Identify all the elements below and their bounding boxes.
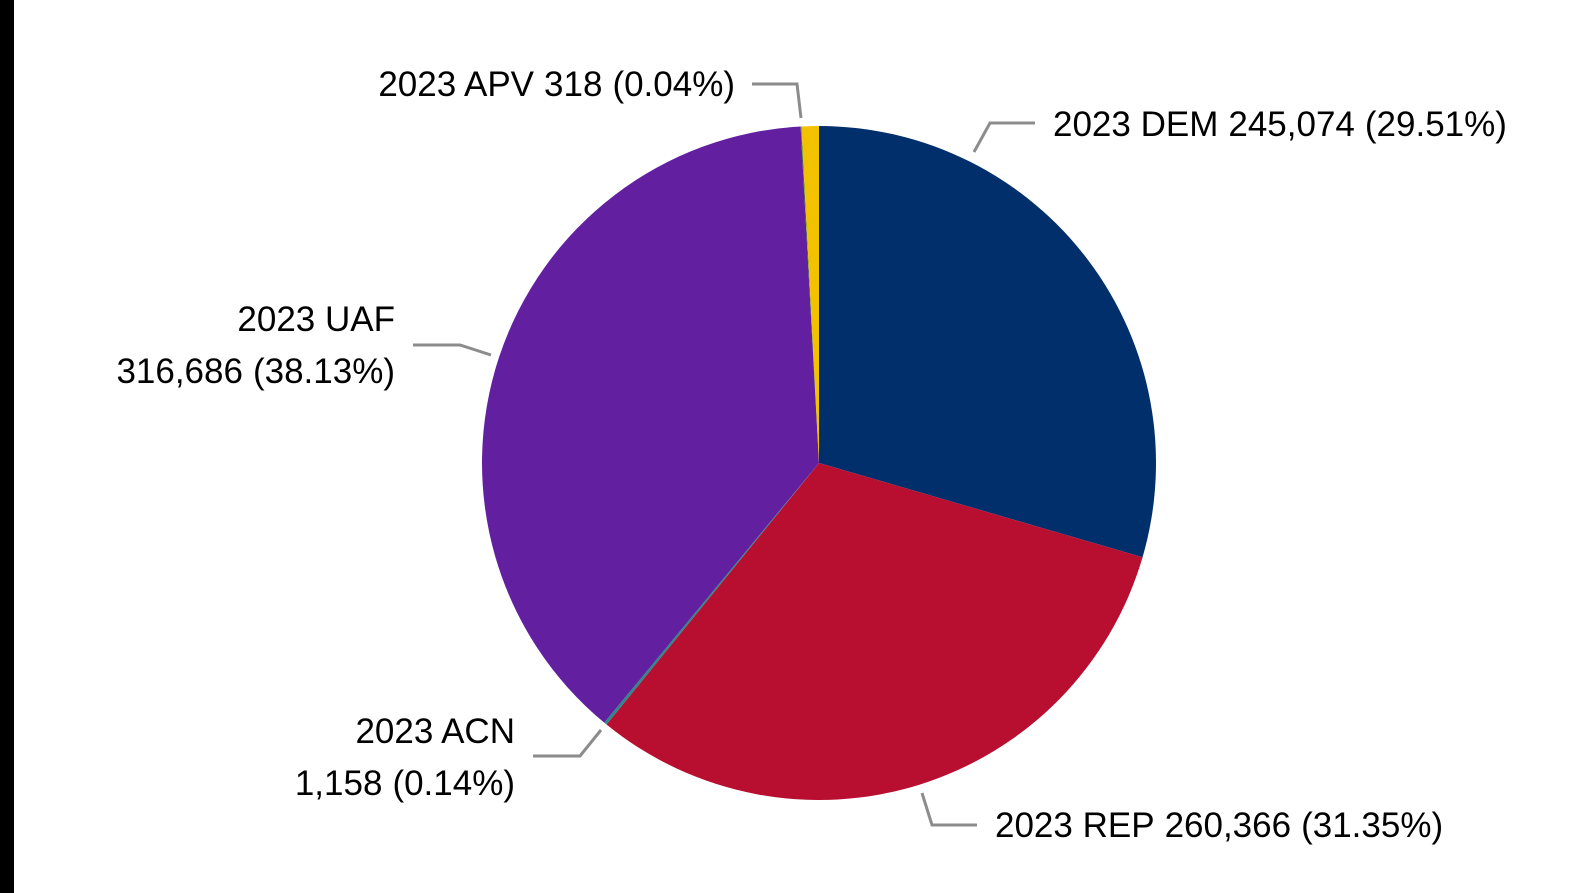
- pie-slice: [482, 126, 819, 723]
- data-label: 2023 APV 318 (0.04%): [378, 65, 735, 104]
- data-label: 2023 ACN 1,158 (0.14%): [295, 712, 515, 803]
- pie-slice: [819, 126, 1156, 558]
- pie-slice: [801, 126, 819, 463]
- pie-slice: [800, 126, 819, 463]
- leader-line: [972, 121, 1035, 153]
- labels: 2023 DEM 245,074 (29.51%)2023 REP 260,366 (3…: [116, 65, 1507, 845]
- leader-line: [920, 792, 977, 827]
- data-label: 2023 REP 260,366 (31.35%): [995, 806, 1443, 845]
- label-part: 1,158: [295, 764, 383, 803]
- pie-slice: [606, 463, 1143, 800]
- data-label: 2023 DEM 245,074 (29.51%): [1053, 105, 1507, 144]
- label-part: 318: [544, 65, 602, 104]
- left-border: [0, 0, 14, 893]
- label-part: (31.35%): [1301, 806, 1443, 845]
- leader-line: [533, 729, 603, 758]
- label-part: 2023 APV: [378, 65, 534, 104]
- data-label: 2023 UAF 316,686 (38.13%): [116, 300, 395, 391]
- label-part: 2023 REP: [995, 806, 1155, 845]
- label-part: (38.13%): [253, 352, 395, 391]
- label-part: 245,074: [1228, 105, 1355, 144]
- leader-line: [752, 82, 803, 119]
- label-part: (0.04%): [612, 65, 735, 104]
- label-part: 316,686: [116, 352, 243, 391]
- label-part: 2023 DEM: [1053, 105, 1218, 144]
- pie-slice: [604, 463, 819, 725]
- label-part: (0.14%): [392, 764, 515, 803]
- label-part: 2023 UAF: [237, 300, 395, 339]
- label-part: 260,366: [1165, 806, 1292, 845]
- leader-line: [413, 343, 492, 357]
- label-part: (29.51%): [1365, 105, 1507, 144]
- label-part: 2023 ACN: [355, 712, 515, 751]
- pie: [482, 126, 1156, 800]
